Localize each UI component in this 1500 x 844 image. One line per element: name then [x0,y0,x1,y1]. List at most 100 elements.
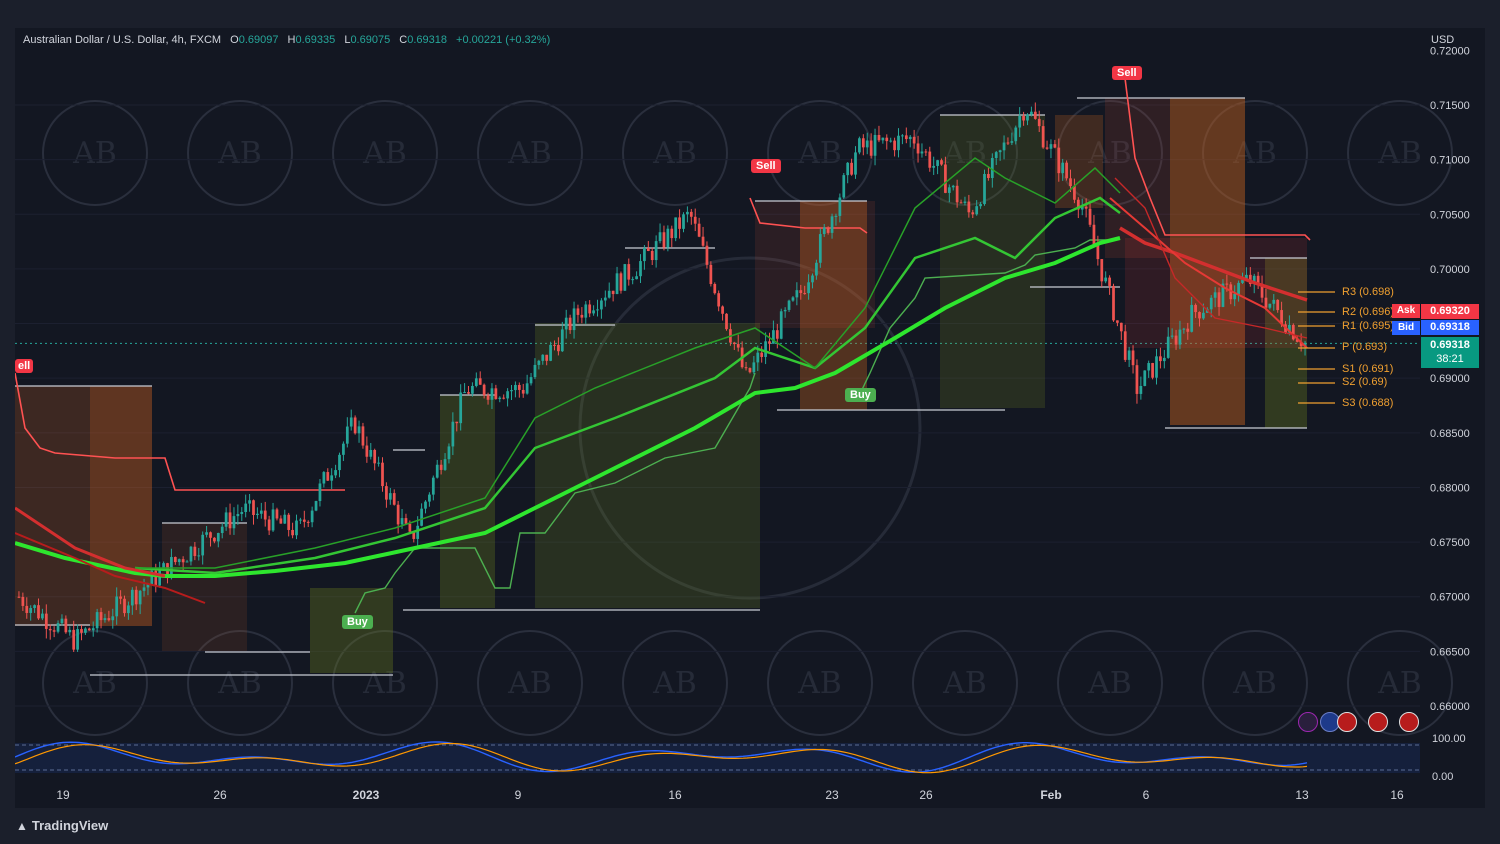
candle-body [1143,370,1147,386]
candle-body [1186,328,1190,332]
candle-body [259,510,263,514]
candle-body [244,503,248,513]
candle-body [541,354,545,361]
candle-body [99,612,103,621]
candle-body [345,426,349,444]
candle-body [603,297,607,301]
candle-body [1127,350,1131,360]
candle-body [388,493,392,500]
candle-body [576,308,580,315]
x-tick-label: 19 [56,788,70,802]
candle-body [650,250,654,261]
candle-body [443,459,447,470]
y-tick-label: 0.71000 [1430,155,1470,167]
watermark-seal [578,256,922,600]
us-flag-icon[interactable] [1337,712,1357,732]
candle-body [1147,363,1151,371]
candle-body [302,519,306,522]
candle-body [146,584,150,588]
candle-body [830,216,834,233]
candle-body [1061,162,1065,174]
candle-body [162,563,165,571]
watermark-text: AB [1377,136,1422,171]
candle-body [748,368,752,373]
candle-body [228,512,232,529]
candle-body [130,589,134,606]
watermark-text: AB [942,136,987,171]
candle-body [21,596,25,606]
candle-body [1299,341,1303,347]
watermark-text: AB [797,666,842,701]
candle-body [314,501,318,511]
candle-body [64,618,68,633]
y-tick-label: 0.67000 [1430,592,1470,604]
us-flag-icon[interactable] [1368,712,1388,732]
x-axis-layer: 19 26 2023 9 16 23 26 Feb 6 13 16 [56,788,1404,802]
candle-body [349,417,353,427]
chart-frame[interactable]: ABABABABABABABABABABABABABABABABABABABAB… [15,28,1485,808]
us-flag-icon[interactable] [1399,712,1419,732]
candle-body [232,516,236,529]
candle-body [1104,277,1108,282]
candle-body [424,501,427,509]
candle-body [490,388,494,400]
candle-body [994,152,998,159]
brand-name: TradingView [31,818,109,833]
trend-zone [1105,98,1170,258]
candle-body [959,202,963,204]
candle-body [901,135,904,137]
candle-body [713,283,717,294]
low-label: L [344,34,351,46]
candle-body [815,262,818,276]
candle-body [670,228,674,239]
ema-layer [15,157,1335,604]
x-tick-label: 2023 [353,788,380,802]
trailing-stop-line [749,197,868,234]
candle-body [549,344,552,361]
candle-body [889,140,893,142]
candle-body [1002,142,1006,151]
tradingview-logo[interactable]: ▲ TradingView [16,818,108,833]
watermark-seal [622,100,728,206]
candle-body [877,134,881,141]
candle-body [643,247,646,262]
candle-body [1198,312,1201,319]
candle-body [197,555,201,557]
watermark-text: AB [507,136,552,171]
candle-body [107,618,111,621]
candle-body [486,395,490,400]
stoch-k-line [15,741,1308,773]
candle-body [553,344,556,346]
x-tick-label: 16 [668,788,682,802]
y-tick-label: 0.67500 [1430,537,1470,549]
candle-body [873,134,877,156]
candle-body [1245,274,1248,280]
price-chart[interactable]: ABABABABABABABABABABABABABABABABABABABAB… [15,28,1485,808]
candle-body [627,264,631,280]
candle-body [725,313,728,330]
last-price-value: 0.69318 [1430,339,1470,351]
bid-label: Bid [1392,321,1420,335]
candle-body [517,384,521,390]
ema-bear-line [1119,226,1308,302]
candle-body [529,377,533,384]
candle-body [467,392,470,394]
lightning-icon[interactable] [1298,712,1318,732]
candle-body [150,570,154,585]
candle-body [1166,336,1170,358]
candle-body [842,175,846,198]
candle-body [1252,275,1256,284]
candle-body [987,173,990,178]
trend-zone [755,201,875,328]
candle-body [209,532,212,538]
candle-body [1276,299,1280,311]
stoch-d-line [15,742,1308,774]
candle-body [1053,144,1057,148]
candle-body [1006,142,1010,144]
candle-body [17,596,21,598]
candle-body [588,304,592,314]
candle-body [404,518,408,524]
candle-body [361,426,365,446]
candle-body [537,360,541,365]
watermark-text: AB [1087,666,1132,701]
